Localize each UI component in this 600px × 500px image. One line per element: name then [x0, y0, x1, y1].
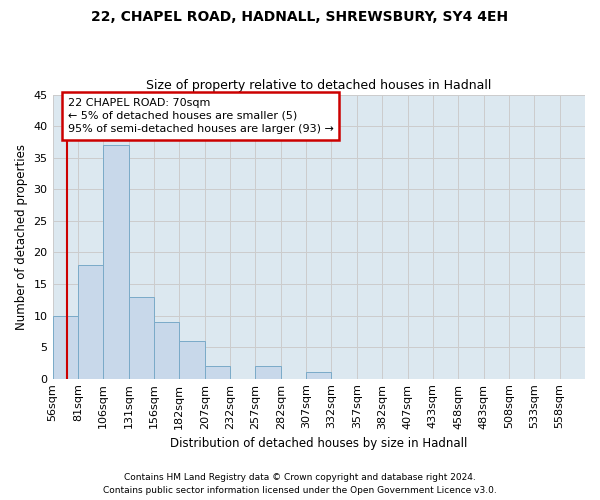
Bar: [53, 316, 78, 378]
Bar: [78, 265, 103, 378]
Y-axis label: Number of detached properties: Number of detached properties: [15, 144, 28, 330]
Text: 22 CHAPEL ROAD: 70sqm
← 5% of detached houses are smaller (5)
95% of semi-detach: 22 CHAPEL ROAD: 70sqm ← 5% of detached h…: [68, 98, 334, 134]
Bar: [128, 296, 154, 378]
Bar: [256, 366, 281, 378]
Title: Size of property relative to detached houses in Hadnall: Size of property relative to detached ho…: [146, 79, 491, 92]
Bar: [306, 372, 331, 378]
Text: 22, CHAPEL ROAD, HADNALL, SHREWSBURY, SY4 4EH: 22, CHAPEL ROAD, HADNALL, SHREWSBURY, SY…: [91, 10, 509, 24]
Bar: [103, 145, 128, 378]
Bar: [205, 366, 230, 378]
Bar: [179, 341, 205, 378]
Bar: [154, 322, 179, 378]
Text: Contains HM Land Registry data © Crown copyright and database right 2024.
Contai: Contains HM Land Registry data © Crown c…: [103, 474, 497, 495]
X-axis label: Distribution of detached houses by size in Hadnall: Distribution of detached houses by size …: [170, 437, 467, 450]
